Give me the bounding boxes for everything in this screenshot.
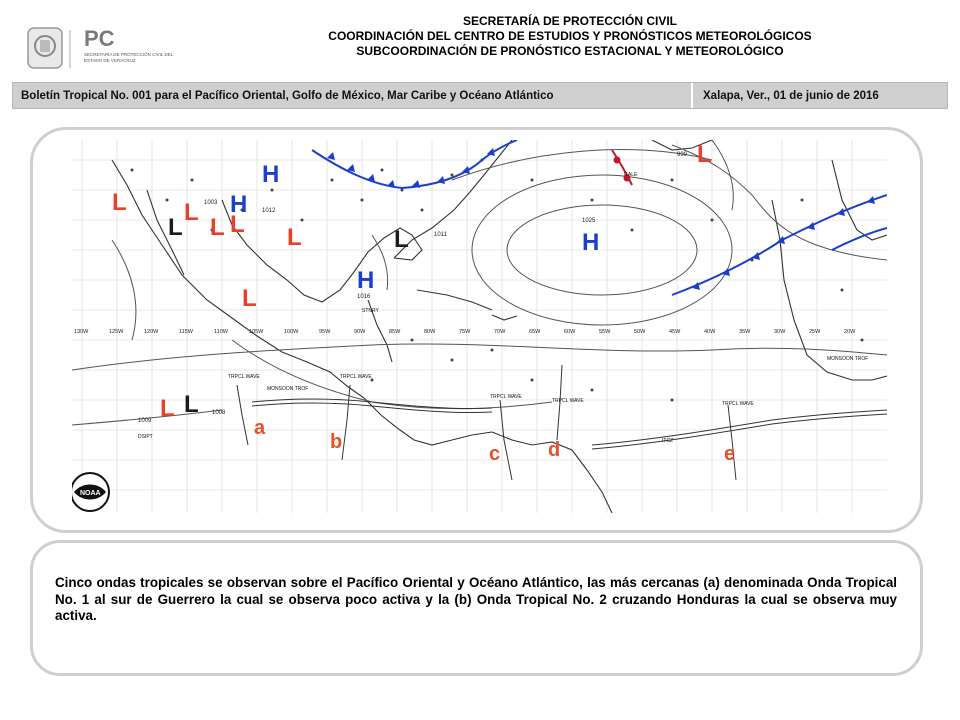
tropical-wave-label: TRPCL WAVE (722, 401, 754, 407)
warm-front (611, 149, 633, 186)
pressure-value: 1009 (138, 418, 152, 424)
low-center: L (242, 285, 257, 312)
low-center: L (184, 391, 199, 418)
tropical-wave-label: TRPCL WAVE (552, 398, 584, 404)
longitude-label: 100W (284, 329, 299, 335)
wave-label-d: d (548, 439, 560, 461)
low-center: L (697, 141, 712, 168)
low-center: L (112, 189, 127, 216)
wave-label-a: a (254, 417, 266, 439)
pressure-value: 1012 (262, 208, 276, 214)
longitude-label: 40W (704, 329, 716, 335)
cold-front (311, 140, 887, 296)
tropical-wave-label: TRPCL WAVE (490, 394, 522, 400)
longitude-label: 60W (564, 329, 576, 335)
pressure-value: 1025 (582, 218, 596, 224)
bulletin-title: Boletín Tropical No. 001 para el Pacífic… (13, 83, 693, 108)
wave-label-c: c (489, 443, 500, 465)
station-plots (130, 158, 864, 402)
tropical-features (236, 364, 887, 481)
pressure-value: 1016 (357, 294, 371, 300)
longitude-label: 75W (459, 329, 471, 335)
longitude-label: 30W (774, 329, 786, 335)
longitude-labels: 130W 125W 120W 115W 110W 105W 100W 95W 9… (74, 329, 856, 335)
header-line-2: COORDINACIÓN DEL CENTRO DE ESTUDIOS Y PR… (328, 29, 812, 43)
high-center: H (230, 191, 247, 218)
longitude-label: 130W (74, 329, 89, 335)
wave-label-b: b (330, 431, 342, 453)
pressure-centers: L L L L L L L L L L L H H H H (112, 141, 712, 422)
gale-label: GALE (624, 172, 638, 178)
longitude-label: 25W (809, 329, 821, 335)
low-center: L (160, 395, 175, 422)
low-center: L (230, 211, 245, 238)
wave-letters: a b c d e (254, 417, 735, 465)
tropical-wave-label: TRPCL WAVE (340, 374, 372, 380)
longitude-label: 70W (494, 329, 506, 335)
coastlines (111, 140, 887, 513)
longitude-label: 105W (249, 329, 264, 335)
low-center: L (287, 224, 302, 251)
pressure-value: 1011 (434, 232, 448, 238)
pressure-value: 999 (677, 152, 688, 158)
low-center: L (394, 226, 409, 253)
longitude-label: 65W (529, 329, 541, 335)
high-center: H (262, 161, 279, 188)
monsoon-trough-label: MONSOON TROF (827, 356, 868, 362)
monsoon-trough-label: MONSOON TROF (267, 386, 308, 392)
wave-label-e: e (724, 443, 735, 465)
longitude-label: 45W (669, 329, 681, 335)
pressure-value: 1003 (204, 200, 218, 206)
isobars (72, 140, 887, 426)
bulletin-date: Xalapa, Ver., 01 de junio de 2016 (703, 89, 879, 102)
bulletin-bar: Boletín Tropical No. 001 para el Pacífic… (12, 82, 948, 109)
longitude-label: 125W (109, 329, 124, 335)
lat-lon-grid (72, 140, 887, 513)
longitude-label: 85W (389, 329, 401, 335)
pc-logo: PC SECRETARÍA DE PROTECCIÓN CIVIL DEL ES… (26, 24, 176, 74)
low-center: L (184, 199, 199, 226)
high-center: H (357, 267, 374, 294)
dsipt-label: DSIPT (138, 434, 153, 440)
longitude-label: 20W (844, 329, 856, 335)
longitude-label: 120W (144, 329, 159, 335)
itcz-label: ITCZ (662, 438, 673, 444)
low-center: L (168, 214, 183, 241)
longitude-label: 55W (599, 329, 611, 335)
longitude-label: 80W (424, 329, 436, 335)
header-line-3: SUBCOORDINACIÓN DE PRONÓSTICO ESTACIONAL… (356, 44, 784, 58)
header-line-1: SECRETARÍA DE PROTECCIÓN CIVIL (462, 14, 677, 28)
tropical-annotations: TRPCL WAVE TRPCL WAVE TRPCL WAVE TRPCL W… (138, 172, 868, 444)
logo-caption: SECRETARÍA DE PROTECCIÓN CIVIL DEL ESTAD… (84, 52, 174, 63)
noaa-logo-text: NOAA (80, 490, 101, 497)
longitude-label: 90W (354, 329, 366, 335)
surface-analysis-map: L L L L L L L L L L L H H H H 130W 125W … (72, 140, 887, 513)
longitude-label: 50W (634, 329, 646, 335)
low-center: L (210, 214, 225, 241)
longitude-label: 35W (739, 329, 751, 335)
bulletin-description: Cinco ondas tropicales se observan sobre… (55, 575, 897, 623)
pressure-value: 1008 (212, 410, 226, 416)
longitude-label: 115W (179, 329, 194, 335)
longitude-label: 110W (214, 329, 229, 335)
pressure-values: 1016 1011 1025 1009 1008 1012 999 1003 (138, 152, 688, 424)
high-center: H (582, 229, 599, 256)
description-frame (30, 540, 923, 676)
stationary-front-label: STNRY (362, 308, 380, 314)
noaa-logo-icon: NOAA (72, 472, 110, 512)
tropical-wave-label: TRPCL WAVE (228, 374, 260, 380)
header-block: SECRETARÍA DE PROTECCIÓN CIVIL COORDINAC… (270, 14, 870, 59)
veracruz-shield-icon (27, 27, 71, 69)
logo-title: PC (84, 26, 115, 51)
longitude-label: 95W (319, 329, 331, 335)
